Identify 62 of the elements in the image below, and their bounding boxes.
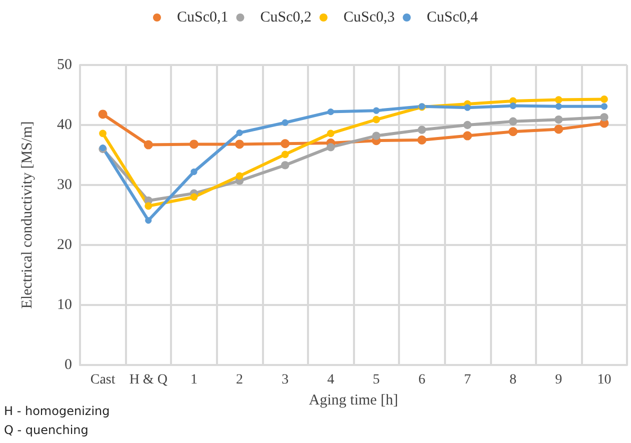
point: [463, 120, 472, 130]
point: [600, 103, 608, 110]
point: [554, 124, 564, 134]
y-tick-label: 40: [57, 117, 72, 133]
point: [508, 127, 518, 136]
point: [145, 217, 152, 224]
y-tick-label: 20: [57, 237, 72, 253]
point: [280, 139, 290, 148]
point: [190, 168, 198, 176]
point: [554, 116, 563, 124]
point: [327, 108, 334, 116]
x-tick-label: 7: [464, 372, 471, 388]
point: [190, 193, 198, 201]
point: [144, 202, 152, 210]
point: [236, 172, 244, 180]
y-tick-label: 50: [57, 57, 72, 73]
legend-label: CuSc0,1: [176, 10, 228, 26]
y-tick-label: 10: [57, 297, 72, 313]
point: [282, 119, 288, 126]
point: [326, 143, 335, 152]
point: [281, 161, 290, 170]
point: [462, 131, 472, 140]
x-tick-label: 5: [372, 372, 380, 388]
point: [327, 130, 334, 138]
point: [99, 130, 106, 138]
point: [373, 107, 380, 114]
point: [98, 110, 108, 119]
point: [417, 136, 426, 144]
point: [464, 104, 471, 111]
x-axis-title: Aging time [h]: [308, 392, 398, 408]
y-tick-label: 30: [57, 177, 72, 193]
x-tick-label: H & Q: [129, 372, 168, 388]
x-tick-label: 3: [282, 372, 289, 388]
point: [510, 102, 516, 110]
point: [418, 126, 426, 134]
point: [508, 117, 518, 126]
point: [281, 150, 289, 158]
y-tick-label: 0: [64, 357, 72, 373]
text: H - homogenizing: [4, 404, 110, 418]
point: [372, 132, 380, 140]
legend-label: CuSc0,3: [344, 10, 395, 26]
point: [189, 140, 198, 149]
point: [554, 96, 562, 104]
x-tick-label: 4: [327, 372, 334, 388]
point: [235, 140, 244, 149]
point: [600, 113, 608, 122]
point: [236, 130, 243, 136]
x-tick-label: 1: [190, 372, 198, 388]
point: [555, 103, 562, 110]
x-tick-label: 2: [236, 372, 244, 388]
x-tick-label: 6: [418, 372, 426, 388]
point: [372, 116, 380, 124]
x-tick-label: 8: [510, 372, 517, 388]
x-tick-label: 10: [597, 372, 612, 388]
point: [600, 96, 608, 103]
y-axis-title: Electrical conductivity [MS/m]: [20, 121, 36, 309]
text: Q - quenching: [4, 423, 88, 437]
x-tick-label: Cast: [90, 372, 116, 388]
x-tick-label: 9: [555, 372, 562, 388]
legend-label: CuSc0,2: [260, 10, 312, 26]
legend-label: CuSc0,4: [426, 10, 479, 26]
point: [144, 140, 153, 150]
